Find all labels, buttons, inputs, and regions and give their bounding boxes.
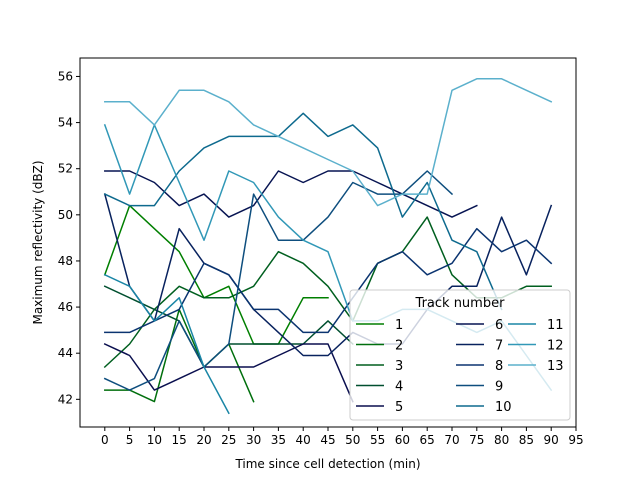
series-line-13 bbox=[104, 78, 553, 207]
series-layer bbox=[103, 78, 553, 415]
legend-label-4: 4 bbox=[395, 380, 403, 395]
series-line-2 bbox=[104, 308, 255, 403]
legend-label-9: 9 bbox=[495, 380, 503, 395]
x-tick-label: 65 bbox=[420, 433, 435, 447]
y-axis-label: Maximum reflectivity (dBZ) bbox=[31, 160, 45, 324]
x-tick-label: 10 bbox=[147, 433, 162, 447]
legend-title: Track number bbox=[415, 296, 506, 311]
legend-label-10: 10 bbox=[495, 400, 512, 415]
y-tick-label: 42 bbox=[58, 392, 73, 406]
y-tick-label: 52 bbox=[58, 162, 73, 176]
legend-label-3: 3 bbox=[395, 359, 403, 374]
series-line-8 bbox=[104, 227, 553, 334]
y-tick-label: 56 bbox=[58, 69, 73, 83]
legend-label-8: 8 bbox=[495, 359, 503, 374]
x-tick-label: 85 bbox=[519, 433, 534, 447]
x-tick-label: 0 bbox=[101, 433, 109, 447]
x-tick-label: 5 bbox=[126, 433, 134, 447]
series-line-5 bbox=[103, 343, 354, 403]
x-axis-label: Time since cell detection (min) bbox=[234, 457, 420, 471]
legend-label-2: 2 bbox=[395, 339, 403, 354]
y-tick-label: 50 bbox=[58, 208, 73, 222]
series-line-11 bbox=[103, 273, 230, 415]
x-tick-label: 50 bbox=[345, 433, 360, 447]
legend-label-5: 5 bbox=[395, 400, 403, 415]
x-tick-label: 15 bbox=[172, 433, 187, 447]
legend-label-13: 13 bbox=[547, 359, 564, 374]
legend-label-7: 7 bbox=[495, 339, 503, 354]
legend-label-6: 6 bbox=[495, 318, 503, 333]
series-line-1 bbox=[103, 204, 329, 345]
y-tick-label: 54 bbox=[58, 116, 73, 130]
legend-label-11: 11 bbox=[547, 318, 564, 333]
legend-label-1: 1 bbox=[395, 318, 403, 333]
legend-label-12: 12 bbox=[547, 339, 564, 354]
x-tick-label: 80 bbox=[494, 433, 509, 447]
x-tick-label: 90 bbox=[544, 433, 559, 447]
x-tick-label: 20 bbox=[196, 433, 211, 447]
x-tick-label: 25 bbox=[221, 433, 236, 447]
x-tick-label: 30 bbox=[246, 433, 261, 447]
series-line-10 bbox=[103, 112, 503, 311]
x-tick-label: 60 bbox=[395, 433, 410, 447]
x-tick-label: 95 bbox=[568, 433, 583, 447]
y-tick-label: 46 bbox=[58, 300, 73, 314]
x-tick-label: 75 bbox=[469, 433, 484, 447]
x-axis-ticks: 0 5 10 15 20 25 30 35 40 45 50 55 60 65 70 75 80 85 90 95 bbox=[101, 427, 584, 447]
x-tick-label: 45 bbox=[320, 433, 335, 447]
legend-box bbox=[349, 289, 571, 421]
series-line-7 bbox=[103, 193, 553, 357]
x-tick-label: 55 bbox=[370, 433, 385, 447]
y-tick-label: 44 bbox=[58, 346, 73, 360]
x-tick-label: 70 bbox=[444, 433, 459, 447]
y-tick-label: 48 bbox=[58, 254, 73, 268]
x-tick-label: 40 bbox=[296, 433, 311, 447]
y-axis-ticks: 42 44 46 48 50 52 54 56 bbox=[58, 69, 80, 406]
x-tick-label: 35 bbox=[271, 433, 286, 447]
